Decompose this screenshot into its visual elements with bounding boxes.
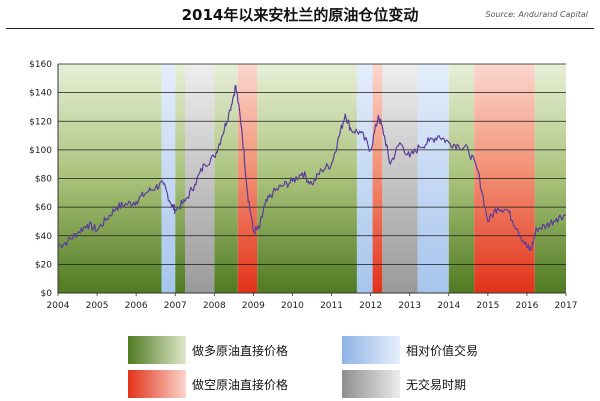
gridlines (58, 63, 566, 294)
legend-swatch-short (128, 370, 186, 398)
legend-swatch-relative (342, 336, 400, 364)
legend-label-short: 做空原油直接价格 (192, 378, 289, 392)
x-tick-label: 2010 (281, 301, 304, 311)
x-tick-label: 2008 (203, 301, 226, 311)
page-title: 2014年以来安杜兰的原油仓位变动 (181, 6, 419, 24)
x-tick-label: 2013 (398, 301, 421, 311)
x-tick-label: 2012 (359, 301, 382, 311)
y-tick-label: $160 (29, 60, 52, 70)
y-tick-label: $20 (35, 260, 52, 270)
y-tick-label: $120 (29, 117, 52, 127)
legend-label-long: 做多原油直接价格 (192, 344, 289, 358)
x-tick-label: 2015 (476, 301, 499, 311)
legend-swatch-long (128, 336, 186, 364)
x-tick-label: 2006 (125, 301, 148, 311)
y-tick-label: $40 (35, 232, 52, 242)
title-divider (6, 28, 594, 29)
x-tick-label: 2017 (555, 301, 578, 311)
y-tick-label: $140 (29, 89, 52, 99)
legend-label-relative: 相对价值交易 (406, 344, 479, 358)
series-layer (57, 84, 567, 251)
x-tick-label: 2011 (320, 301, 343, 311)
x-tick-label: 2014 (437, 301, 460, 311)
legend-swatch-none (342, 370, 400, 398)
x-tick-label: 2004 (47, 301, 70, 311)
x-tick-label: 2007 (164, 301, 187, 311)
source-note: Source: Andurand Capital (485, 10, 588, 19)
y-tick-label: $60 (35, 203, 52, 213)
axes: $0 $20 $40 $60 $80 $100 $120 $140 $160 2004 2005 20… (29, 60, 577, 311)
x-tick-label: 2016 (515, 301, 538, 311)
y-tick-label: $80 (35, 175, 52, 185)
x-tick-label: 2005 (86, 301, 109, 311)
x-tick-label: 2009 (242, 301, 265, 311)
y-tick-label: $0 (41, 289, 53, 299)
legend-label-none: 无交易时期 (406, 378, 467, 392)
y-tick-label: $100 (29, 146, 52, 156)
oil-price-line (57, 84, 567, 251)
